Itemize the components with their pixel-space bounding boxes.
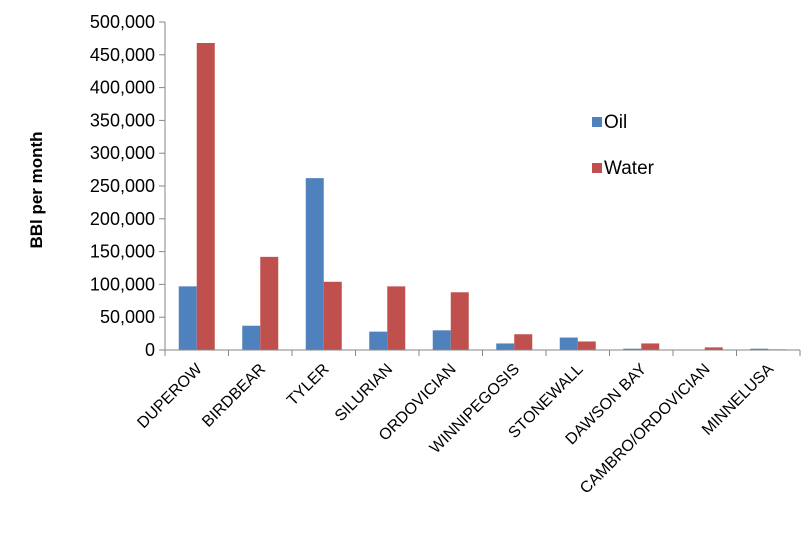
bar-water-silurian <box>387 286 406 350</box>
bar-water-stonewall <box>577 341 596 350</box>
legend-swatch-oil <box>592 117 602 127</box>
bar-oil-ordovician <box>432 330 451 350</box>
y-tick-label: 250,000 <box>90 176 155 196</box>
bar-water-duperow <box>196 42 215 350</box>
x-tick-label: TYLER <box>284 361 332 409</box>
bar-oil-dawson-bay <box>623 348 642 350</box>
y-tick-label: 300,000 <box>90 143 155 163</box>
y-axis-title: BBl per month <box>27 131 46 248</box>
bars <box>178 42 787 350</box>
legend-label-oil: Oil <box>604 112 627 133</box>
x-tick-marks <box>164 350 801 356</box>
bar-water-winnipegosis <box>514 334 533 350</box>
y-tick-label: 200,000 <box>90 209 155 229</box>
bar-oil-minnelusa <box>750 348 769 350</box>
bar-water-dawson-bay <box>641 343 660 350</box>
legend: Oil Water <box>592 112 655 179</box>
y-tick-label: 500,000 <box>90 12 155 32</box>
legend-label-water: Water <box>604 158 655 179</box>
x-tick-label: BIRDBEAR <box>199 361 269 431</box>
legend-swatch-water <box>592 163 602 173</box>
bar-oil-tyler <box>305 178 324 350</box>
y-tick-label: 100,000 <box>90 274 155 294</box>
y-tick-label: 50,000 <box>100 307 155 327</box>
y-tick-labels: 0 50,000 100,000 150,000 200,000 250,000 300,0… <box>90 12 155 360</box>
x-tick-label: DUPEROW <box>134 360 206 432</box>
y-tick-label: 400,000 <box>90 78 155 98</box>
bar-water-ordovician <box>450 292 469 350</box>
y-axis <box>159 21 166 351</box>
bar-water-tyler <box>323 281 342 350</box>
bar-oil-winnipegosis <box>496 343 515 350</box>
bar-oil-birdbear <box>242 325 261 350</box>
y-tick-label: 450,000 <box>90 45 155 65</box>
bar-oil-duperow <box>178 286 197 350</box>
y-tick-label: 350,000 <box>90 110 155 130</box>
bar-water-birdbear <box>260 256 279 350</box>
bar-oil-silurian <box>369 331 388 350</box>
bar-water-cambro-ordovician <box>704 347 723 350</box>
y-tick-label: 0 <box>145 340 155 360</box>
x-tick-label: CAMBRO/ORDOVICIAN <box>577 361 713 497</box>
bar-oil-stonewall <box>559 337 578 350</box>
y-tick-label: 150,000 <box>90 242 155 262</box>
x-tick-label: SILURIAN <box>332 361 396 425</box>
